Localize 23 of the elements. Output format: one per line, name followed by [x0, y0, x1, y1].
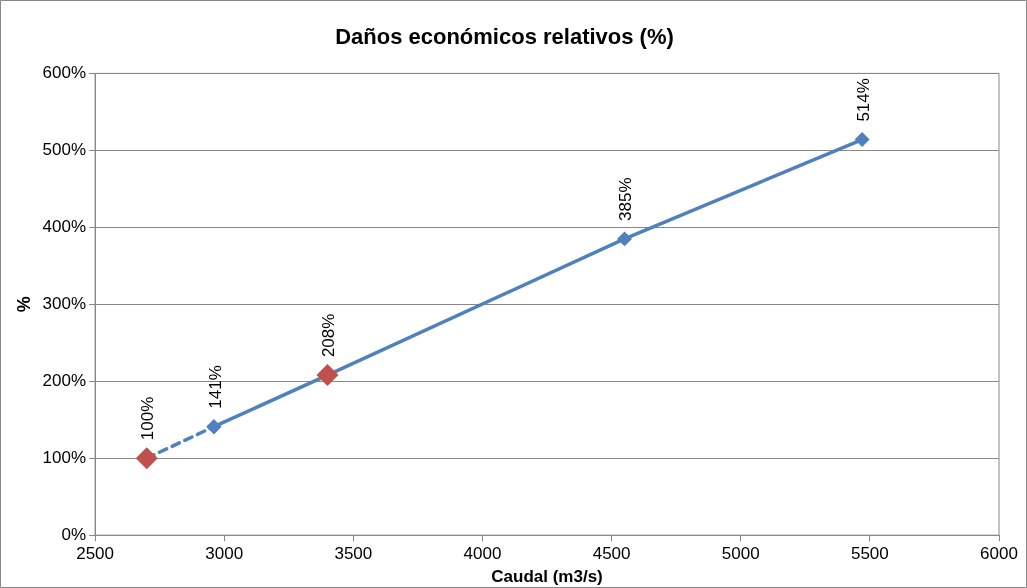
x-tick-label: 5500 [850, 544, 889, 564]
data-label: 100% [138, 396, 158, 441]
x-axis-title: Caudal (m3/s) [491, 567, 603, 587]
x-tick-label: 5000 [721, 544, 760, 564]
y-tick-label: 500% [42, 140, 87, 160]
y-tick-label: 0% [61, 524, 87, 544]
y-tick-label: 200% [42, 370, 87, 390]
x-tick-label: 3500 [334, 544, 373, 564]
y-axis-title: % [13, 296, 34, 313]
y-tick-label: 300% [42, 293, 87, 313]
data-label: 208% [319, 313, 339, 358]
y-tick-label: 400% [42, 217, 87, 237]
x-tick-label: 3000 [205, 544, 244, 564]
chart-title: Daños económicos relativos (%) [335, 24, 674, 50]
y-tick-label: 600% [42, 63, 87, 83]
data-label: 141% [205, 365, 225, 409]
x-tick-label: 2500 [76, 544, 114, 564]
y-tick-label: 100% [42, 447, 87, 467]
data-label: 514% [853, 78, 873, 122]
x-tick-label: 6000 [980, 544, 1018, 564]
x-tick-label: 4500 [592, 544, 631, 564]
x-tick-label: 4000 [463, 544, 502, 564]
data-label: 385% [616, 177, 636, 221]
